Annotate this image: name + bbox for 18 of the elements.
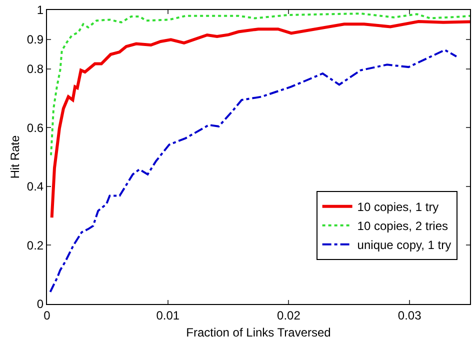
y-tick-label: 0.9 bbox=[26, 32, 44, 47]
x-tick-label: 0.02 bbox=[277, 308, 301, 322]
y-tick-label: 0.2 bbox=[26, 238, 44, 252]
y-tick-label: 0.6 bbox=[26, 120, 44, 135]
x-tick-label: 0.03 bbox=[398, 308, 422, 322]
line-series bbox=[50, 20, 470, 220]
y-tick-label: 0.8 bbox=[26, 62, 44, 76]
y-tick-label: 0 bbox=[36, 297, 44, 312]
legend-label: 10 copies, 1 try bbox=[357, 200, 439, 214]
y-tick-label: 0.4 bbox=[26, 180, 44, 194]
x-tick-label: 0.01 bbox=[156, 308, 180, 322]
legend-label: 10 copies, 2 tries bbox=[357, 219, 448, 234]
y-axis-title: Hit Rate bbox=[8, 135, 22, 179]
line-series bbox=[49, 48, 458, 293]
legend-label: unique copy, 1 try bbox=[357, 238, 452, 252]
y-tick-label: 1 bbox=[36, 3, 44, 18]
x-axis-title: Fraction of Links Traversed bbox=[186, 325, 331, 340]
line-series bbox=[50, 12, 470, 156]
